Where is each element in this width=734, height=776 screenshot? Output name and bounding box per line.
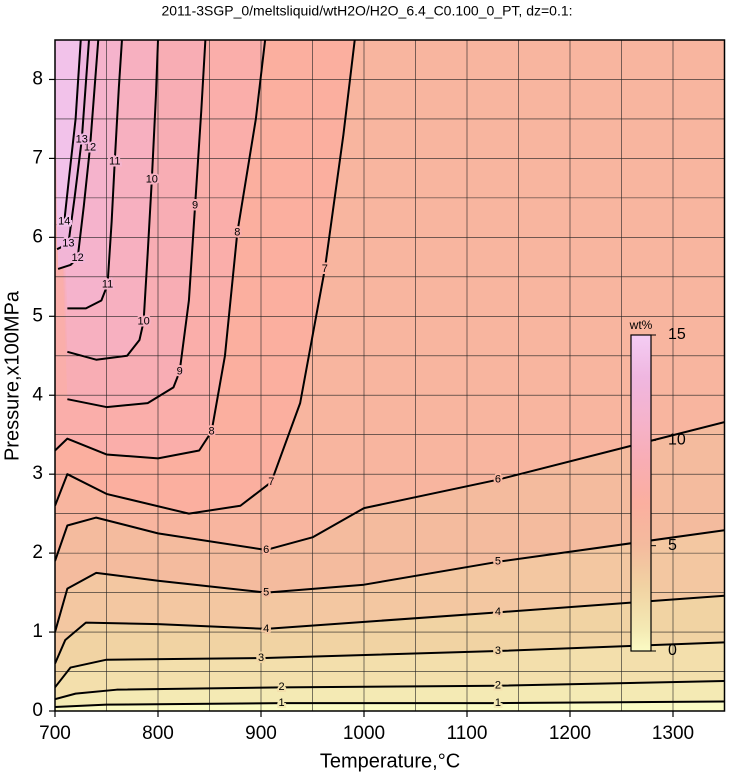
contour-label: 6 xyxy=(263,544,269,556)
y-tick-label: 7 xyxy=(32,147,43,168)
y-axis-label: Pressure,x100MPa xyxy=(1,290,23,461)
overlay: 700 800 900 1000 1100 1200 1300012345678wt%051… xyxy=(32,39,726,744)
y-tick-label: 8 xyxy=(32,68,43,89)
y-tick-label: 6 xyxy=(32,226,43,247)
contour-label: 7 xyxy=(322,263,328,275)
contour-label: 9 xyxy=(192,200,198,212)
contour-label: 11 xyxy=(109,155,120,167)
contour-label: 10 xyxy=(137,316,149,328)
contour-line xyxy=(55,700,725,709)
y-tick-label: 5 xyxy=(32,305,43,326)
contour-label: 8 xyxy=(208,425,214,437)
contour-line xyxy=(56,40,82,227)
x-tick-label: 1000 xyxy=(343,723,385,744)
y-tick-label: 1 xyxy=(32,621,43,642)
contour-line xyxy=(67,40,207,409)
contour-label: 13 xyxy=(76,133,88,145)
contour-label: 6 xyxy=(495,474,501,486)
y-tick-label: 4 xyxy=(32,384,43,405)
contour-label: 12 xyxy=(84,141,96,153)
contour-label: 4 xyxy=(495,606,501,618)
contour-fill xyxy=(55,40,725,360)
colorbar-tick-label: 5 xyxy=(668,537,677,554)
plot-frame xyxy=(54,39,726,712)
contour-label: 8 xyxy=(234,227,240,239)
contour-line xyxy=(55,680,725,701)
contour-line xyxy=(67,40,159,361)
contour-line xyxy=(67,40,123,310)
contour-line xyxy=(55,40,356,515)
y-tick-label: 2 xyxy=(32,542,43,563)
contour-line xyxy=(55,594,725,665)
x-tick-label: 1300 xyxy=(652,723,694,744)
contour-line xyxy=(56,40,90,251)
colorbar-tick-label: 10 xyxy=(668,432,686,449)
x-tick-label: 1100 xyxy=(447,723,488,744)
contour-label: 1 xyxy=(495,697,501,709)
contour-label: 3 xyxy=(495,645,501,657)
x-tick-label: 900 xyxy=(245,723,277,744)
contour-label: 2 xyxy=(495,680,501,692)
contour-label: 4 xyxy=(263,623,269,635)
contour-label: 11 xyxy=(102,279,113,291)
contour-label: 9 xyxy=(177,365,183,377)
contour-label: 12 xyxy=(72,252,84,264)
contour-label: 3 xyxy=(258,652,264,664)
x-axis-label: Temperature,°C xyxy=(320,750,460,772)
contour-label: 1 xyxy=(279,697,285,709)
contour-label: 5 xyxy=(263,586,269,598)
contour-label: 2 xyxy=(279,681,285,693)
contour-label: 13 xyxy=(62,238,74,250)
colorbar-label: wt% xyxy=(629,318,653,332)
y-tick-label: 3 xyxy=(32,463,43,484)
colorbar-tick-label: 15 xyxy=(668,326,686,343)
x-tick-label: 800 xyxy=(142,723,174,744)
contour-label: 10 xyxy=(146,174,158,186)
y-tick-label: 0 xyxy=(32,700,43,721)
contour-line xyxy=(55,40,267,460)
colorbar xyxy=(630,334,652,652)
contour-line xyxy=(55,421,725,562)
contour-fill xyxy=(55,40,725,459)
chart-title: 2011-3SGP_0/meltsliquid/wtH2O/H2O_6.4_C0… xyxy=(161,3,572,19)
contour-line xyxy=(57,40,100,270)
x-tick-label: 700 xyxy=(39,723,71,744)
colorbar-tick-label: 0 xyxy=(668,642,677,659)
contour-label: 7 xyxy=(268,476,274,488)
x-tick-label: 1200 xyxy=(549,723,591,744)
contour-line xyxy=(55,641,725,688)
contour-label: 14 xyxy=(58,215,70,227)
contour-line xyxy=(55,529,725,633)
contour-label: 5 xyxy=(495,556,501,568)
